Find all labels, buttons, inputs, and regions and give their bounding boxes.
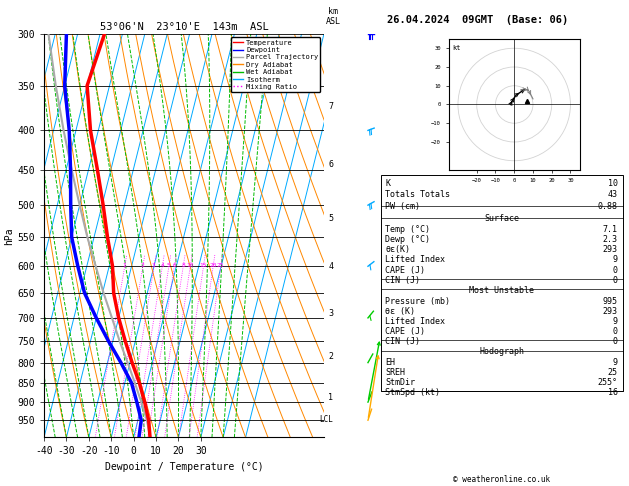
Text: 293: 293 [603, 307, 618, 316]
Text: 0.88: 0.88 [598, 202, 618, 211]
Text: 3: 3 [152, 262, 156, 268]
Text: CAPE (J): CAPE (J) [386, 266, 425, 275]
Text: 1: 1 [328, 393, 333, 402]
Text: 25: 25 [608, 368, 618, 377]
Text: 43: 43 [608, 191, 618, 199]
Text: 26.04.2024  09GMT  (Base: 06): 26.04.2024 09GMT (Base: 06) [387, 15, 568, 25]
X-axis label: Dewpoint / Temperature (°C): Dewpoint / Temperature (°C) [104, 462, 264, 472]
Text: Hodograph: Hodograph [479, 347, 524, 356]
Text: θε (K): θε (K) [386, 307, 415, 316]
Text: 4: 4 [160, 262, 164, 268]
Text: Lifted Index: Lifted Index [386, 317, 445, 326]
Text: 15: 15 [199, 262, 207, 268]
Text: EH: EH [386, 358, 396, 367]
Text: kt: kt [452, 45, 461, 51]
Title: 53°06'N  23°10'E  143m  ASL: 53°06'N 23°10'E 143m ASL [99, 22, 269, 32]
Text: LCL: LCL [320, 415, 333, 424]
Text: 0: 0 [613, 276, 618, 285]
Text: Pressure (mb): Pressure (mb) [386, 296, 450, 306]
Text: CAPE (J): CAPE (J) [386, 327, 425, 336]
Text: Totals Totals: Totals Totals [386, 191, 450, 199]
Text: StmDir: StmDir [386, 378, 415, 387]
Text: 6: 6 [328, 160, 333, 169]
Text: 995: 995 [603, 296, 618, 306]
Text: CIN (J): CIN (J) [386, 276, 420, 285]
Text: 25: 25 [217, 262, 225, 268]
Text: 2: 2 [328, 352, 333, 361]
Text: 9: 9 [613, 317, 618, 326]
Text: 5: 5 [328, 214, 333, 223]
Text: Most Unstable: Most Unstable [469, 286, 534, 295]
Text: © weatheronline.co.uk: © weatheronline.co.uk [453, 474, 550, 484]
Text: 2.3: 2.3 [603, 235, 618, 244]
Text: 3: 3 [328, 309, 333, 317]
Y-axis label: hPa: hPa [4, 227, 14, 244]
Text: 10: 10 [608, 178, 618, 188]
Text: Lifted Index: Lifted Index [386, 256, 445, 264]
Text: km
ASL: km ASL [326, 6, 341, 26]
Text: 4: 4 [328, 262, 333, 271]
Text: θε(K): θε(K) [386, 245, 410, 254]
Text: SREH: SREH [386, 368, 405, 377]
Legend: Temperature, Dewpoint, Parcel Trajectory, Dry Adiabat, Wet Adiabat, Isotherm, Mi: Temperature, Dewpoint, Parcel Trajectory… [231, 37, 320, 92]
Text: StmSpd (kt): StmSpd (kt) [386, 388, 440, 398]
Text: Dewp (°C): Dewp (°C) [386, 235, 430, 244]
Text: 0: 0 [613, 337, 618, 346]
Text: 8: 8 [181, 262, 185, 268]
Text: 20: 20 [209, 262, 217, 268]
Text: PW (cm): PW (cm) [386, 202, 420, 211]
Text: 255°: 255° [598, 378, 618, 387]
Text: 7: 7 [328, 102, 333, 111]
Text: 9: 9 [613, 256, 618, 264]
Text: CIN (J): CIN (J) [386, 337, 420, 346]
Text: Surface: Surface [484, 214, 519, 224]
Text: 2: 2 [141, 262, 145, 268]
Text: 1: 1 [123, 262, 126, 268]
Text: Temp (°C): Temp (°C) [386, 225, 430, 234]
Text: 9: 9 [613, 358, 618, 367]
Text: 293: 293 [603, 245, 618, 254]
Text: 7.1: 7.1 [603, 225, 618, 234]
Text: 6: 6 [172, 262, 176, 268]
Text: 5: 5 [167, 262, 170, 268]
Text: 16: 16 [608, 388, 618, 398]
Text: 10: 10 [186, 262, 194, 268]
Text: 0: 0 [613, 266, 618, 275]
Text: 0: 0 [613, 327, 618, 336]
Text: K: K [386, 178, 391, 188]
